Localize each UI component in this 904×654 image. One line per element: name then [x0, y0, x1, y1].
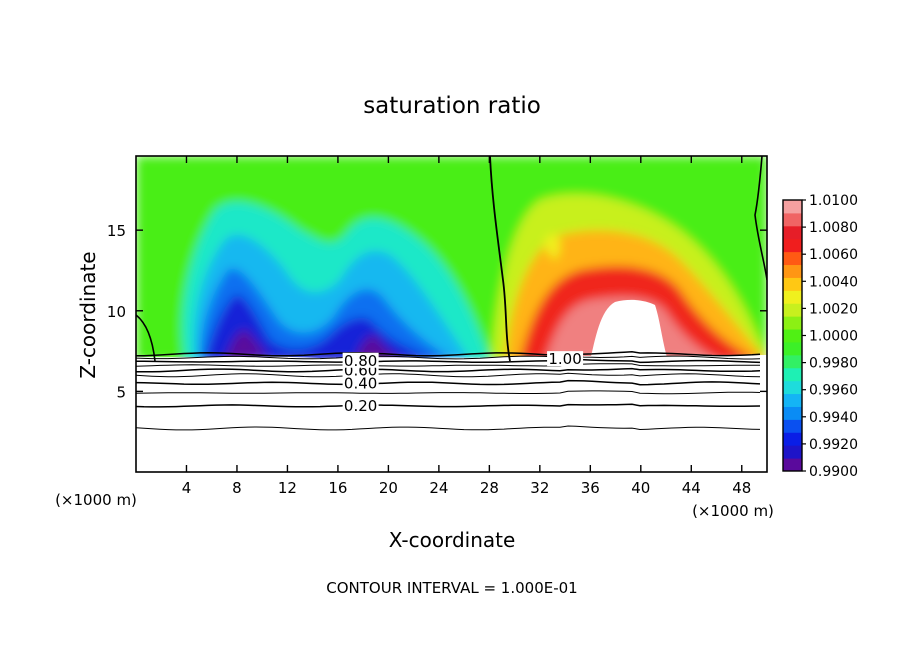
contour-label: 1.00: [548, 350, 581, 368]
colorbar-label: 1.0000: [809, 329, 858, 345]
colorbar-swatch: [783, 367, 802, 382]
colorbar-swatch: [783, 316, 802, 330]
colorbar-swatch: [783, 212, 802, 227]
colorbar-label: 1.0040: [809, 274, 858, 290]
saturation-field: [136, 156, 767, 361]
colorbar-swatch: [783, 290, 802, 304]
contour-label: 0.40: [344, 374, 377, 392]
colorbar-swatch: [783, 251, 802, 266]
y-tick-label: 5: [116, 383, 126, 401]
colorbar-label: 0.9920: [809, 437, 858, 453]
chart-title: saturation ratio: [363, 93, 541, 119]
colorbar-swatch: [783, 432, 802, 446]
colorbar-swatch: [783, 341, 802, 356]
colorbar-swatch: [783, 393, 802, 407]
colorbar-swatch: [783, 458, 802, 472]
colorbar-label: 1.0060: [809, 247, 858, 263]
colorbar-swatch: [783, 225, 802, 240]
contour-line: [135, 390, 761, 395]
contour-label: 0.20: [344, 397, 377, 415]
contour-line: [135, 355, 761, 360]
x-tick-label: 16: [328, 479, 347, 497]
colorbar-label: 0.9900: [809, 464, 858, 480]
y-tick-label: 10: [107, 303, 126, 321]
x-tick-label: 24: [429, 479, 448, 497]
colorbar-label: 0.9940: [809, 410, 858, 426]
contour-label-halo: [342, 397, 379, 413]
plot-frame: [135, 155, 768, 473]
contour-lines: [135, 351, 761, 431]
contour-labels: 0.200.400.600.80 1.00: [342, 350, 584, 415]
x-tick-label: 44: [682, 479, 701, 497]
colorbar-swatch: [783, 445, 802, 459]
x-tick-label: 40: [631, 479, 650, 497]
x-tick-label: 36: [581, 479, 600, 497]
contour-line: [135, 403, 761, 408]
x-tick-label: 12: [278, 479, 297, 497]
colorbar-swatch: [783, 354, 802, 369]
contour-line: [135, 351, 761, 357]
contour-line: [135, 379, 761, 386]
colorbar-label: 0.9980: [809, 356, 858, 372]
x-axis-ticks: 4 8 12 16 20 24 28 32 36 40 44 48: [182, 156, 751, 497]
colorbar-swatch: [783, 277, 802, 291]
colorbar-label: 1.0100: [809, 193, 858, 209]
x-axis-label: X-coordinate: [389, 528, 516, 552]
x-tick-label: 20: [379, 479, 398, 497]
colorbar-label: 1.0020: [809, 301, 858, 317]
x-tick-label: 4: [182, 479, 192, 497]
contour-label-halo: [547, 351, 584, 367]
colorbar-swatch: [783, 303, 802, 317]
contour-label: 0.80: [344, 352, 377, 370]
contour-interval-note: CONTOUR INTERVAL = 1.000E-01: [326, 579, 577, 597]
colorbar-swatch: [783, 406, 802, 420]
colorbar: 0.9900 0.9920 0.9940 0.9960 0.9980 1.0000 1.00…: [782, 193, 858, 480]
colorbar-swatch: [783, 419, 802, 433]
colorbar-swatch: [783, 200, 802, 214]
x-tick-label: 8: [232, 479, 242, 497]
y-axis-ticks: 5 10 15: [107, 222, 767, 401]
contour-line: [135, 367, 761, 373]
colorbar-label: 1.0080: [809, 220, 858, 236]
colorbar-swatch: [783, 380, 802, 395]
colorbar-label: 0.9960: [809, 383, 858, 399]
colorbar-swatch: [783, 329, 802, 343]
y-axis-label: Z-coordinate: [76, 251, 100, 378]
colorbar-swatch: [783, 238, 802, 253]
colorbar-swatch: [783, 264, 802, 278]
contour-label-halo: [342, 375, 379, 391]
y-tick-label: 15: [107, 222, 126, 240]
contour-label-halo: [342, 352, 379, 368]
x-axis-unit-right: (×1000 m): [692, 502, 774, 520]
x-tick-label: 28: [480, 479, 499, 497]
contour-line: [135, 372, 761, 378]
contour-line: [135, 425, 761, 431]
x-tick-label: 32: [530, 479, 549, 497]
contour-line: [135, 358, 761, 364]
x-axis-unit-left: (×1000 m): [55, 491, 137, 509]
x-tick-label: 48: [732, 479, 751, 497]
contour-line: [135, 363, 760, 367]
